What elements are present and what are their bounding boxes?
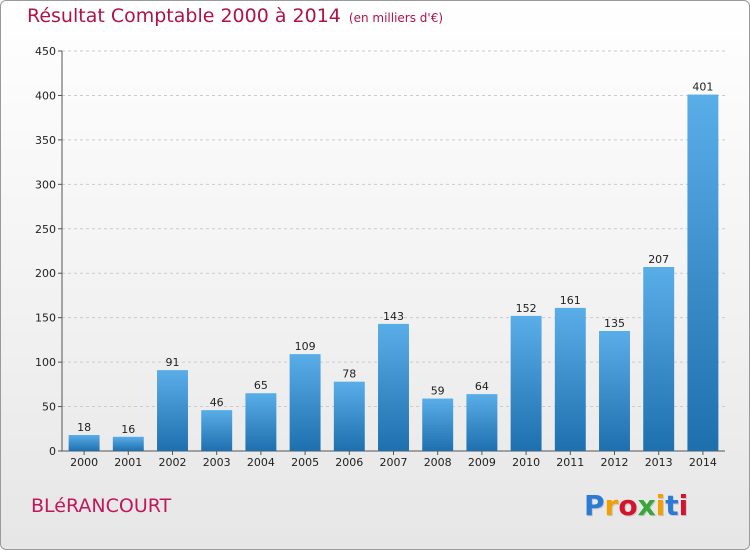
data-label: 64 bbox=[475, 380, 489, 393]
bar bbox=[333, 381, 365, 451]
bar bbox=[466, 394, 498, 451]
logo-letter: i bbox=[678, 489, 689, 522]
x-tick-label: 2009 bbox=[468, 456, 496, 469]
y-tick-label: 150 bbox=[35, 312, 56, 325]
data-label: 161 bbox=[560, 294, 581, 307]
x-tick-label: 2003 bbox=[203, 456, 231, 469]
x-tick-label: 2002 bbox=[159, 456, 187, 469]
subtitle-text: (en milliers d'€) bbox=[348, 11, 444, 25]
bar bbox=[599, 331, 630, 451]
x-tick-label: 2008 bbox=[424, 456, 452, 469]
data-label: 59 bbox=[431, 385, 445, 398]
bar bbox=[422, 398, 454, 451]
data-label: 143 bbox=[383, 310, 404, 323]
y-tick-label: 0 bbox=[49, 445, 56, 458]
y-tick-label: 50 bbox=[42, 401, 56, 414]
y-tick-label: 250 bbox=[35, 223, 56, 236]
logo-letter: r bbox=[604, 489, 619, 522]
x-tick-label: 2012 bbox=[601, 456, 629, 469]
data-label: 152 bbox=[516, 302, 537, 315]
y-tick-label: 200 bbox=[35, 267, 56, 280]
data-label: 207 bbox=[648, 253, 669, 266]
x-tick-label: 2011 bbox=[556, 456, 584, 469]
data-label: 18 bbox=[77, 421, 91, 434]
y-tick-label: 100 bbox=[35, 356, 56, 369]
y-tick-label: 450 bbox=[35, 45, 56, 58]
data-label: 91 bbox=[166, 356, 180, 369]
bar bbox=[289, 354, 321, 451]
y-tick-label: 350 bbox=[35, 134, 56, 147]
chart-title: Résultat Comptable 2000 à 2014 (en millie… bbox=[27, 5, 443, 27]
logo-letter: x bbox=[637, 489, 656, 522]
bar bbox=[201, 410, 233, 451]
x-tick-label: 2013 bbox=[645, 456, 673, 469]
logo-letter: o bbox=[618, 489, 638, 522]
bar bbox=[68, 435, 100, 451]
x-tick-label: 2014 bbox=[689, 456, 717, 469]
bar bbox=[378, 323, 409, 451]
logo-letter: P bbox=[584, 489, 605, 522]
bar bbox=[643, 267, 675, 451]
bar bbox=[554, 307, 586, 451]
data-label: 65 bbox=[254, 379, 268, 392]
x-tick-label: 2001 bbox=[114, 456, 142, 469]
data-label: 135 bbox=[604, 317, 625, 330]
bar bbox=[510, 315, 542, 451]
x-tick-label: 2006 bbox=[335, 456, 363, 469]
x-tick-label: 2007 bbox=[380, 456, 408, 469]
bar bbox=[157, 370, 188, 451]
x-tick-label: 2010 bbox=[512, 456, 540, 469]
y-tick-label: 400 bbox=[35, 89, 56, 102]
place-name: BLéRANCOURT bbox=[31, 495, 172, 517]
y-tick-label: 300 bbox=[35, 178, 56, 191]
bar bbox=[687, 94, 719, 452]
data-label: 109 bbox=[295, 340, 316, 353]
data-label: 16 bbox=[121, 423, 135, 436]
data-label: 46 bbox=[210, 396, 224, 409]
data-label: 78 bbox=[342, 368, 356, 381]
proxiti-logo: Proxiti bbox=[584, 489, 688, 522]
bar bbox=[245, 393, 277, 451]
x-tick-label: 2005 bbox=[291, 456, 319, 469]
bar bbox=[112, 436, 144, 451]
data-label: 401 bbox=[692, 81, 713, 94]
x-tick-label: 2004 bbox=[247, 456, 275, 469]
logo-letter: t bbox=[665, 489, 679, 522]
x-tick-label: 2000 bbox=[70, 456, 98, 469]
logo-letter: i bbox=[655, 489, 666, 522]
title-text: Résultat Comptable 2000 à 2014 bbox=[27, 5, 341, 27]
